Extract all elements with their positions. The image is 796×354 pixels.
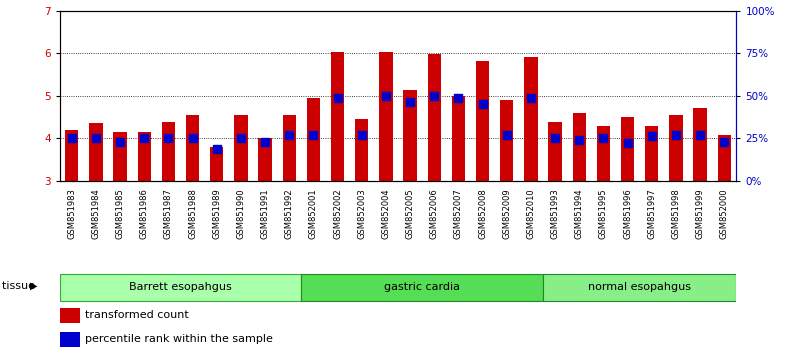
Point: [65, 135, 78, 141]
Text: Barrett esopahgus: Barrett esopahgus: [129, 282, 232, 292]
Bar: [645, 126, 658, 181]
Text: GSM851995: GSM851995: [599, 188, 608, 239]
Text: GSM852001: GSM852001: [309, 188, 318, 239]
Point: [235, 135, 248, 141]
Point: [428, 93, 441, 98]
Text: percentile rank within the sample: percentile rank within the sample: [85, 335, 273, 344]
Point: [162, 135, 175, 141]
Point: [597, 135, 610, 141]
Text: GSM851986: GSM851986: [140, 188, 149, 239]
Text: GSM852008: GSM852008: [478, 188, 487, 239]
Text: GSM851999: GSM851999: [696, 188, 704, 239]
Bar: [543, 274, 736, 301]
Bar: [60, 308, 80, 323]
Text: GSM851993: GSM851993: [551, 188, 560, 239]
Point: [548, 135, 561, 141]
Point: [525, 95, 537, 101]
Bar: [306, 98, 320, 181]
Text: transformed count: transformed count: [85, 310, 189, 320]
Text: GSM851985: GSM851985: [115, 188, 125, 239]
Point: [573, 137, 586, 143]
Point: [259, 139, 271, 145]
Point: [501, 132, 513, 137]
Text: gastric cardia: gastric cardia: [384, 282, 460, 292]
Text: GSM852000: GSM852000: [720, 188, 728, 239]
Text: GSM851990: GSM851990: [236, 188, 245, 239]
Point: [283, 132, 295, 137]
Point: [307, 132, 320, 137]
Bar: [572, 113, 586, 181]
Point: [621, 140, 634, 146]
Bar: [234, 115, 248, 181]
Text: GSM852003: GSM852003: [357, 188, 366, 239]
Text: GSM851994: GSM851994: [575, 188, 583, 239]
Text: GSM851989: GSM851989: [213, 188, 221, 239]
Point: [186, 135, 199, 141]
Text: GSM852007: GSM852007: [454, 188, 463, 239]
Point: [331, 95, 344, 101]
Text: GSM851997: GSM851997: [647, 188, 656, 239]
Point: [693, 132, 706, 137]
Bar: [476, 61, 490, 181]
Bar: [717, 135, 731, 181]
Point: [90, 135, 103, 141]
Text: GSM851988: GSM851988: [188, 188, 197, 239]
Text: normal esopahgus: normal esopahgus: [588, 282, 691, 292]
Bar: [60, 332, 80, 347]
Text: GSM851991: GSM851991: [260, 188, 270, 239]
Text: GSM851998: GSM851998: [671, 188, 681, 239]
Text: GSM851983: GSM851983: [68, 188, 76, 239]
Bar: [621, 117, 634, 181]
Point: [114, 139, 127, 145]
Bar: [404, 91, 417, 181]
Text: GSM852010: GSM852010: [526, 188, 536, 239]
Bar: [355, 119, 369, 181]
Point: [210, 146, 223, 152]
Point: [646, 133, 658, 139]
Text: GSM851992: GSM851992: [285, 188, 294, 239]
Text: ▶: ▶: [30, 281, 37, 291]
Text: GSM851984: GSM851984: [92, 188, 100, 239]
Bar: [427, 54, 441, 181]
Bar: [114, 132, 127, 181]
Point: [380, 93, 392, 98]
Bar: [162, 122, 175, 181]
Bar: [500, 100, 513, 181]
Bar: [452, 96, 465, 181]
Bar: [525, 57, 537, 181]
Text: GSM851987: GSM851987: [164, 188, 173, 239]
Point: [404, 99, 416, 105]
Bar: [548, 122, 562, 181]
Bar: [302, 274, 543, 301]
Text: GSM851996: GSM851996: [623, 188, 632, 239]
Point: [355, 132, 368, 137]
Bar: [89, 123, 103, 181]
Point: [452, 95, 465, 101]
Bar: [379, 52, 392, 181]
Text: GSM852004: GSM852004: [381, 188, 390, 239]
Bar: [60, 274, 302, 301]
Point: [138, 135, 150, 141]
Bar: [259, 138, 271, 181]
Bar: [210, 147, 224, 181]
Point: [669, 132, 682, 137]
Bar: [669, 115, 682, 181]
Text: tissue: tissue: [2, 281, 38, 291]
Bar: [65, 130, 79, 181]
Point: [718, 139, 731, 145]
Text: GSM852002: GSM852002: [333, 188, 342, 239]
Bar: [186, 115, 199, 181]
Bar: [331, 52, 344, 181]
Bar: [597, 126, 610, 181]
Point: [476, 101, 489, 107]
Bar: [138, 132, 151, 181]
Bar: [693, 108, 707, 181]
Text: GSM852006: GSM852006: [430, 188, 439, 239]
Text: GSM852005: GSM852005: [406, 188, 415, 239]
Bar: [283, 115, 296, 181]
Text: GSM852009: GSM852009: [502, 188, 511, 239]
